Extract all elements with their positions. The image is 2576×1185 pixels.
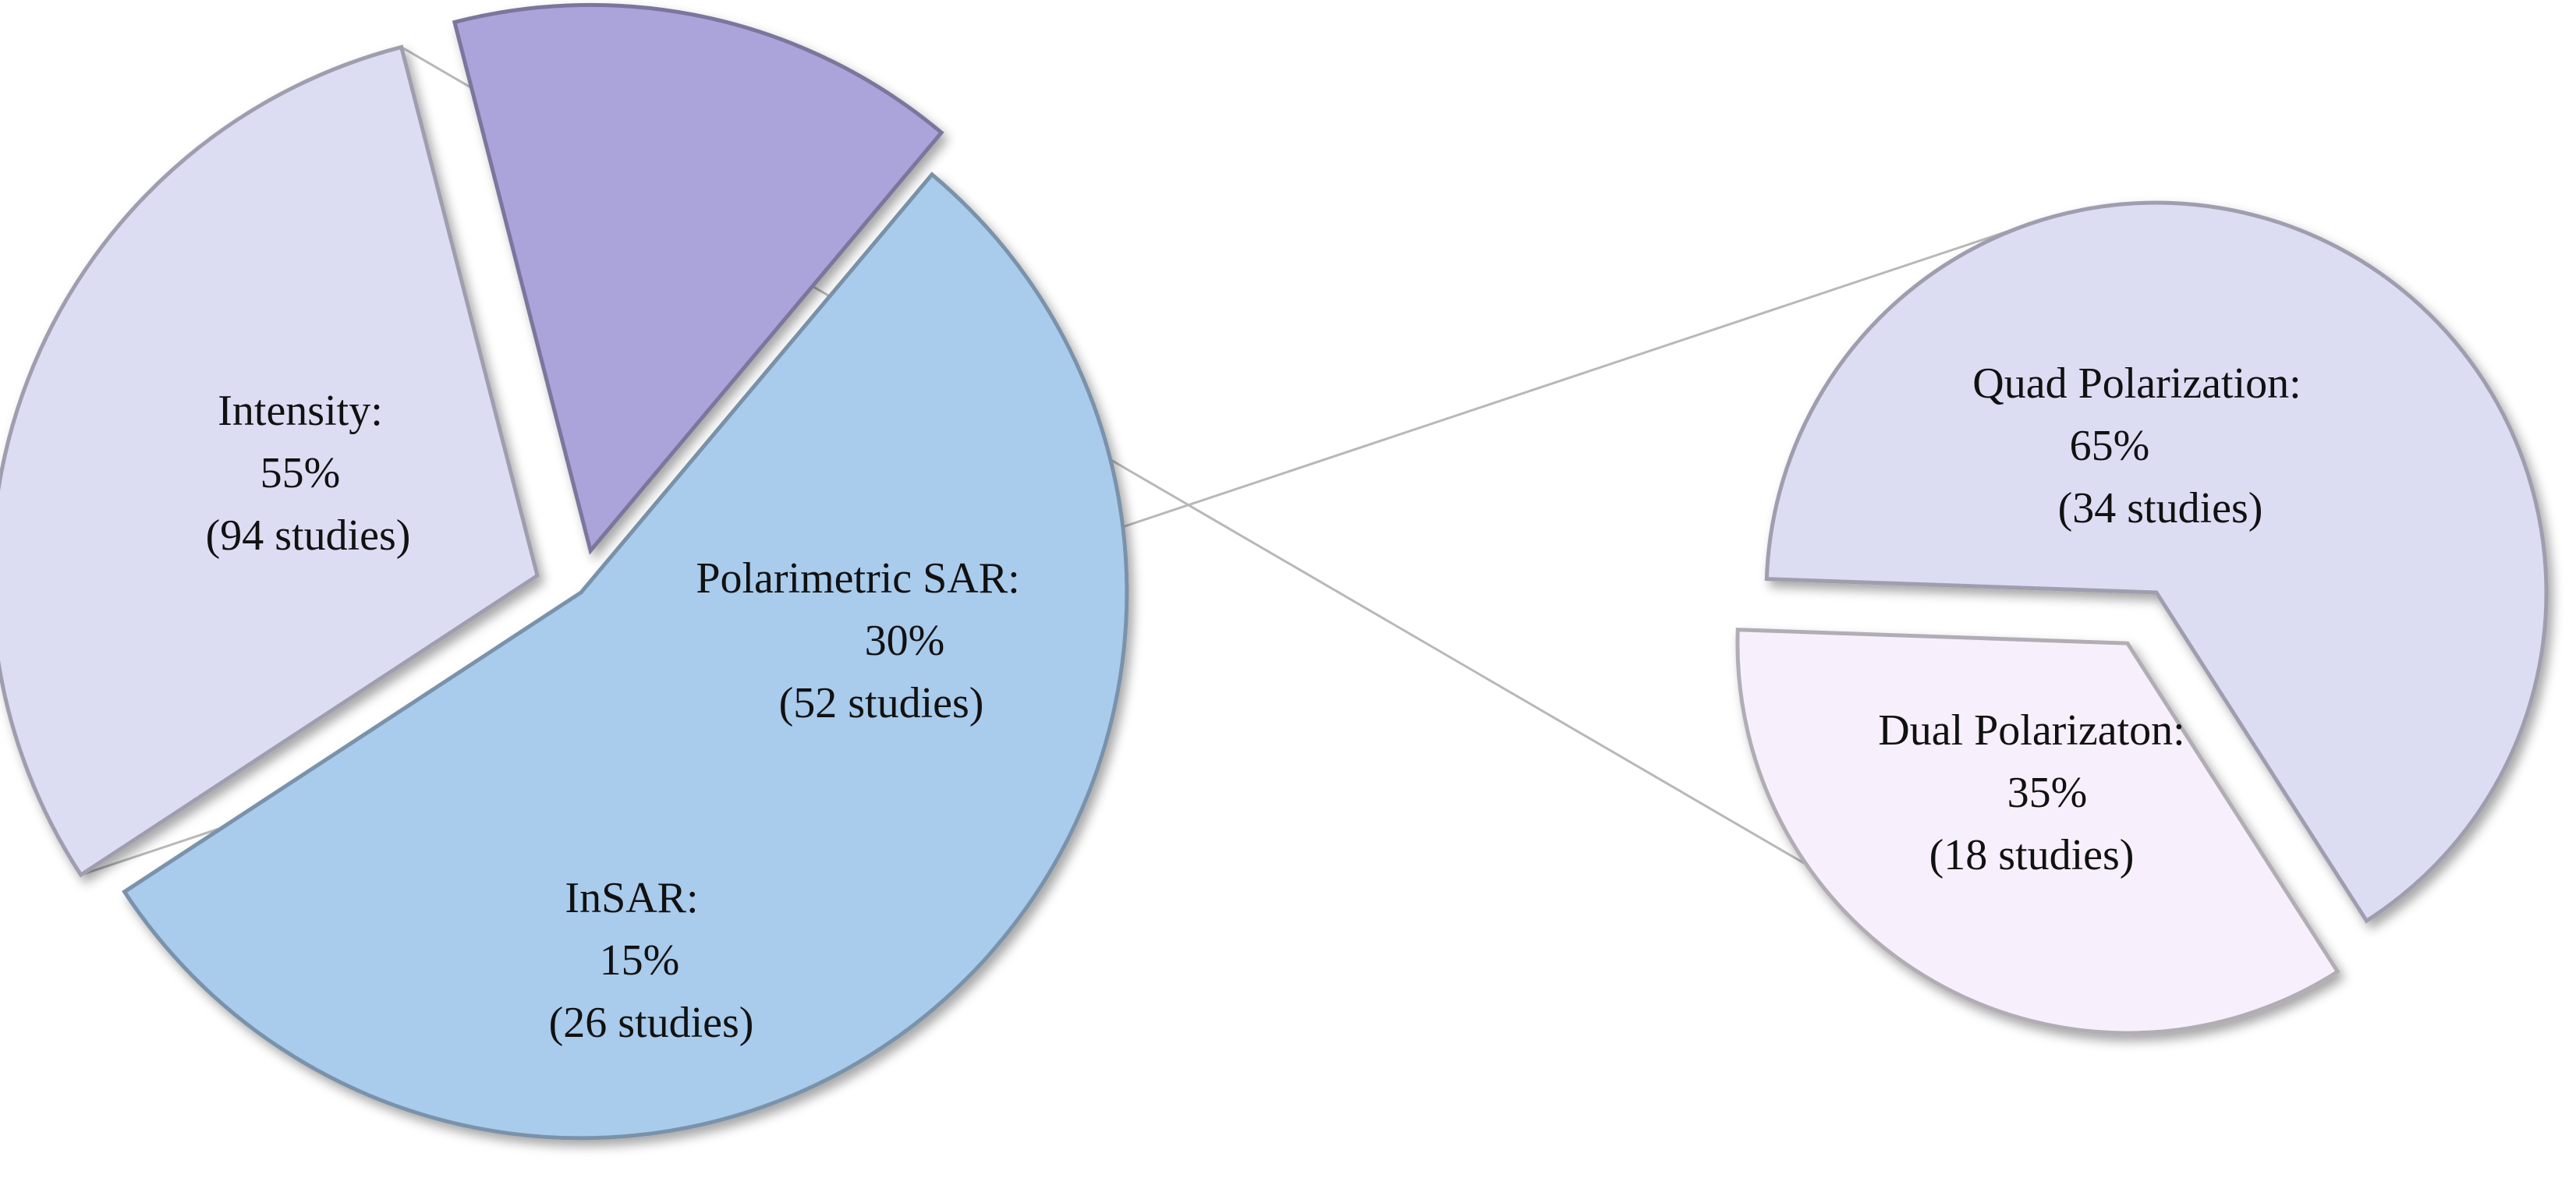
pie-slice-intensity [122,172,1129,1141]
pie-slice-polarimetric-sar [0,44,540,878]
slice-percent-polarimetric-sar: 30% [865,617,945,665]
slice-label-quad-polarization: Quad Polarization: [1972,359,2301,408]
slice-percent-dual-polarizaton: 35% [2007,769,2088,817]
slice-label-insar: InSAR: [565,874,698,922]
slice-count-intensity: (94 studies) [206,511,411,560]
secondary-pie: Quad Polarization: 65% (34 studies) Dual… [1735,200,2549,1035]
slice-count-polarimetric-sar: (52 studies) [779,679,984,727]
slice-percent-insar: 15% [600,936,680,985]
pie-slice-insar [452,2,944,555]
slice-percent-intensity: 55% [260,449,341,497]
main-pie: Intensity: 55% (94 studies) Polarimetric… [0,2,1129,1141]
slice-label-dual-polarizaton: Dual Polarizaton: [1878,706,2184,755]
slice-count-insar: (26 studies) [549,999,754,1047]
slice-count-quad-polarization: (34 studies) [2058,484,2263,532]
slice-label-polarimetric-sar: Polarimetric SAR: [696,554,1019,603]
slice-percent-quad-polarization: 65% [2070,422,2150,470]
slice-label-intensity: Intensity: [218,387,383,435]
pie-slice-dual-polarizaton [1735,628,2340,1035]
slice-count-dual-polarizaton: (18 studies) [1929,831,2135,879]
pie-slice-quad-polarization [1764,200,2549,924]
